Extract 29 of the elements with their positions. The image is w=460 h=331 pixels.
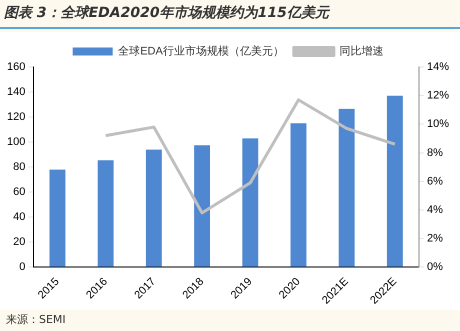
y2-tick-label: 10% <box>426 118 450 130</box>
y-tick-label: 160 <box>6 61 26 74</box>
y2-tick-label: 4% <box>426 204 444 216</box>
y2-tick-label: 14% <box>426 61 450 74</box>
y-tick-label: 140 <box>6 86 26 98</box>
y-tick-label: 120 <box>6 111 26 124</box>
bar <box>290 123 306 267</box>
y-tick-label: 0 <box>19 261 26 274</box>
bar <box>194 145 210 267</box>
bar <box>146 150 162 267</box>
y-tick-label: 80 <box>13 161 26 174</box>
y-tick-label: 60 <box>13 186 26 198</box>
y-tick-label: 20 <box>13 236 26 248</box>
y2-tick-label: 0% <box>426 261 444 274</box>
bar <box>386 96 403 267</box>
y2-tick-label: 2% <box>426 232 444 245</box>
source-note: 来源：SEMI <box>6 312 66 327</box>
bar <box>98 160 114 267</box>
bar <box>50 170 66 267</box>
y2-tick-label: 12% <box>426 90 450 102</box>
y-tick-label: 100 <box>6 136 26 148</box>
legend-label: 全球EDA行业市场规模（亿美元） <box>118 44 284 58</box>
bar <box>242 138 258 267</box>
legend-label: 同比增速 <box>339 44 384 58</box>
chart-title: 图表 3：全球EDA2020年市场规模约为115亿美元 <box>4 4 329 22</box>
y2-tick-label: 6% <box>426 175 444 188</box>
y-tick-label: 40 <box>13 211 26 224</box>
y2-tick-label: 8% <box>426 146 444 159</box>
bar <box>338 108 355 267</box>
